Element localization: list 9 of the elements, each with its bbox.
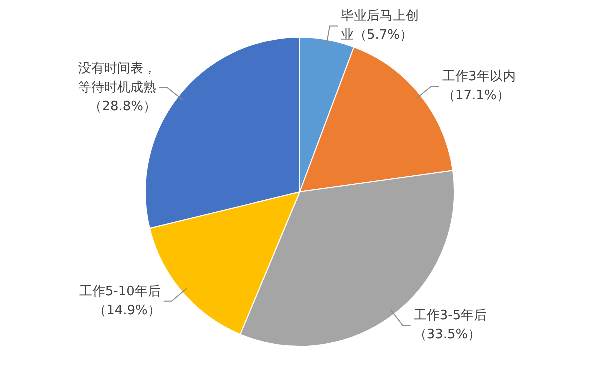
slice-label: 毕业后马上创业（5.7%） — [341, 9, 420, 44]
slice-label: 工作5-10年后 — [79, 284, 161, 300]
data-label: （14.9%） — [94, 303, 161, 318]
data-label: （28.8%） — [89, 99, 157, 114]
data-label: （17.1%） — [442, 88, 510, 104]
data-label: （33.5%） — [414, 327, 482, 342]
slice-label: 工作3年以内 — [442, 70, 516, 85]
slice-label: 工作3-5年后 — [414, 308, 488, 324]
slice-label: 没有时间表，等待时机成熟 — [78, 61, 157, 96]
